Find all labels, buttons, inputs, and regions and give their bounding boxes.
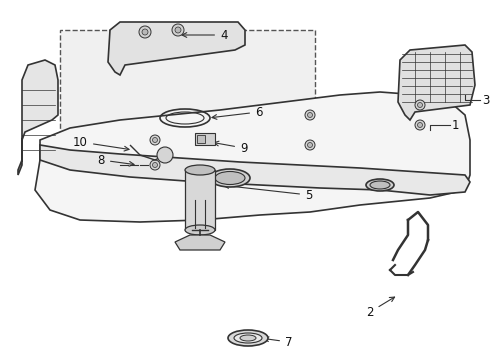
Bar [60,30,315,185]
Circle shape [142,29,148,35]
Text: 3: 3 [482,94,490,107]
Ellipse shape [234,333,262,343]
Text: 10: 10 [73,135,129,151]
PathPatch shape [175,235,225,250]
Text: 5: 5 [224,184,313,202]
Ellipse shape [185,225,215,235]
Ellipse shape [228,330,268,346]
Circle shape [308,143,313,148]
Bar [197,135,205,143]
Text: 9: 9 [214,141,247,154]
PathPatch shape [398,45,475,120]
Ellipse shape [215,171,245,185]
Bar [195,133,215,145]
Circle shape [175,27,181,33]
Ellipse shape [366,179,394,191]
Ellipse shape [240,335,256,341]
Circle shape [308,112,313,117]
Text: 2: 2 [366,297,394,319]
PathPatch shape [18,60,58,175]
Circle shape [157,147,173,163]
Circle shape [150,160,160,170]
Circle shape [150,135,160,145]
PathPatch shape [40,145,470,195]
Ellipse shape [370,181,390,189]
Circle shape [139,26,151,38]
Circle shape [417,103,422,108]
Circle shape [152,162,157,167]
Text: 7: 7 [264,336,293,348]
Circle shape [417,122,422,127]
PathPatch shape [108,22,245,75]
Bar [185,170,215,230]
Circle shape [172,24,184,36]
Text: 6: 6 [212,105,263,119]
Text: 1: 1 [452,118,460,131]
Circle shape [305,140,315,150]
Text: 8: 8 [98,153,134,166]
Circle shape [415,120,425,130]
Circle shape [415,100,425,110]
Ellipse shape [210,169,250,187]
Circle shape [152,138,157,143]
Text: 4: 4 [182,28,227,41]
Ellipse shape [185,165,215,175]
Circle shape [305,110,315,120]
PathPatch shape [35,92,470,222]
